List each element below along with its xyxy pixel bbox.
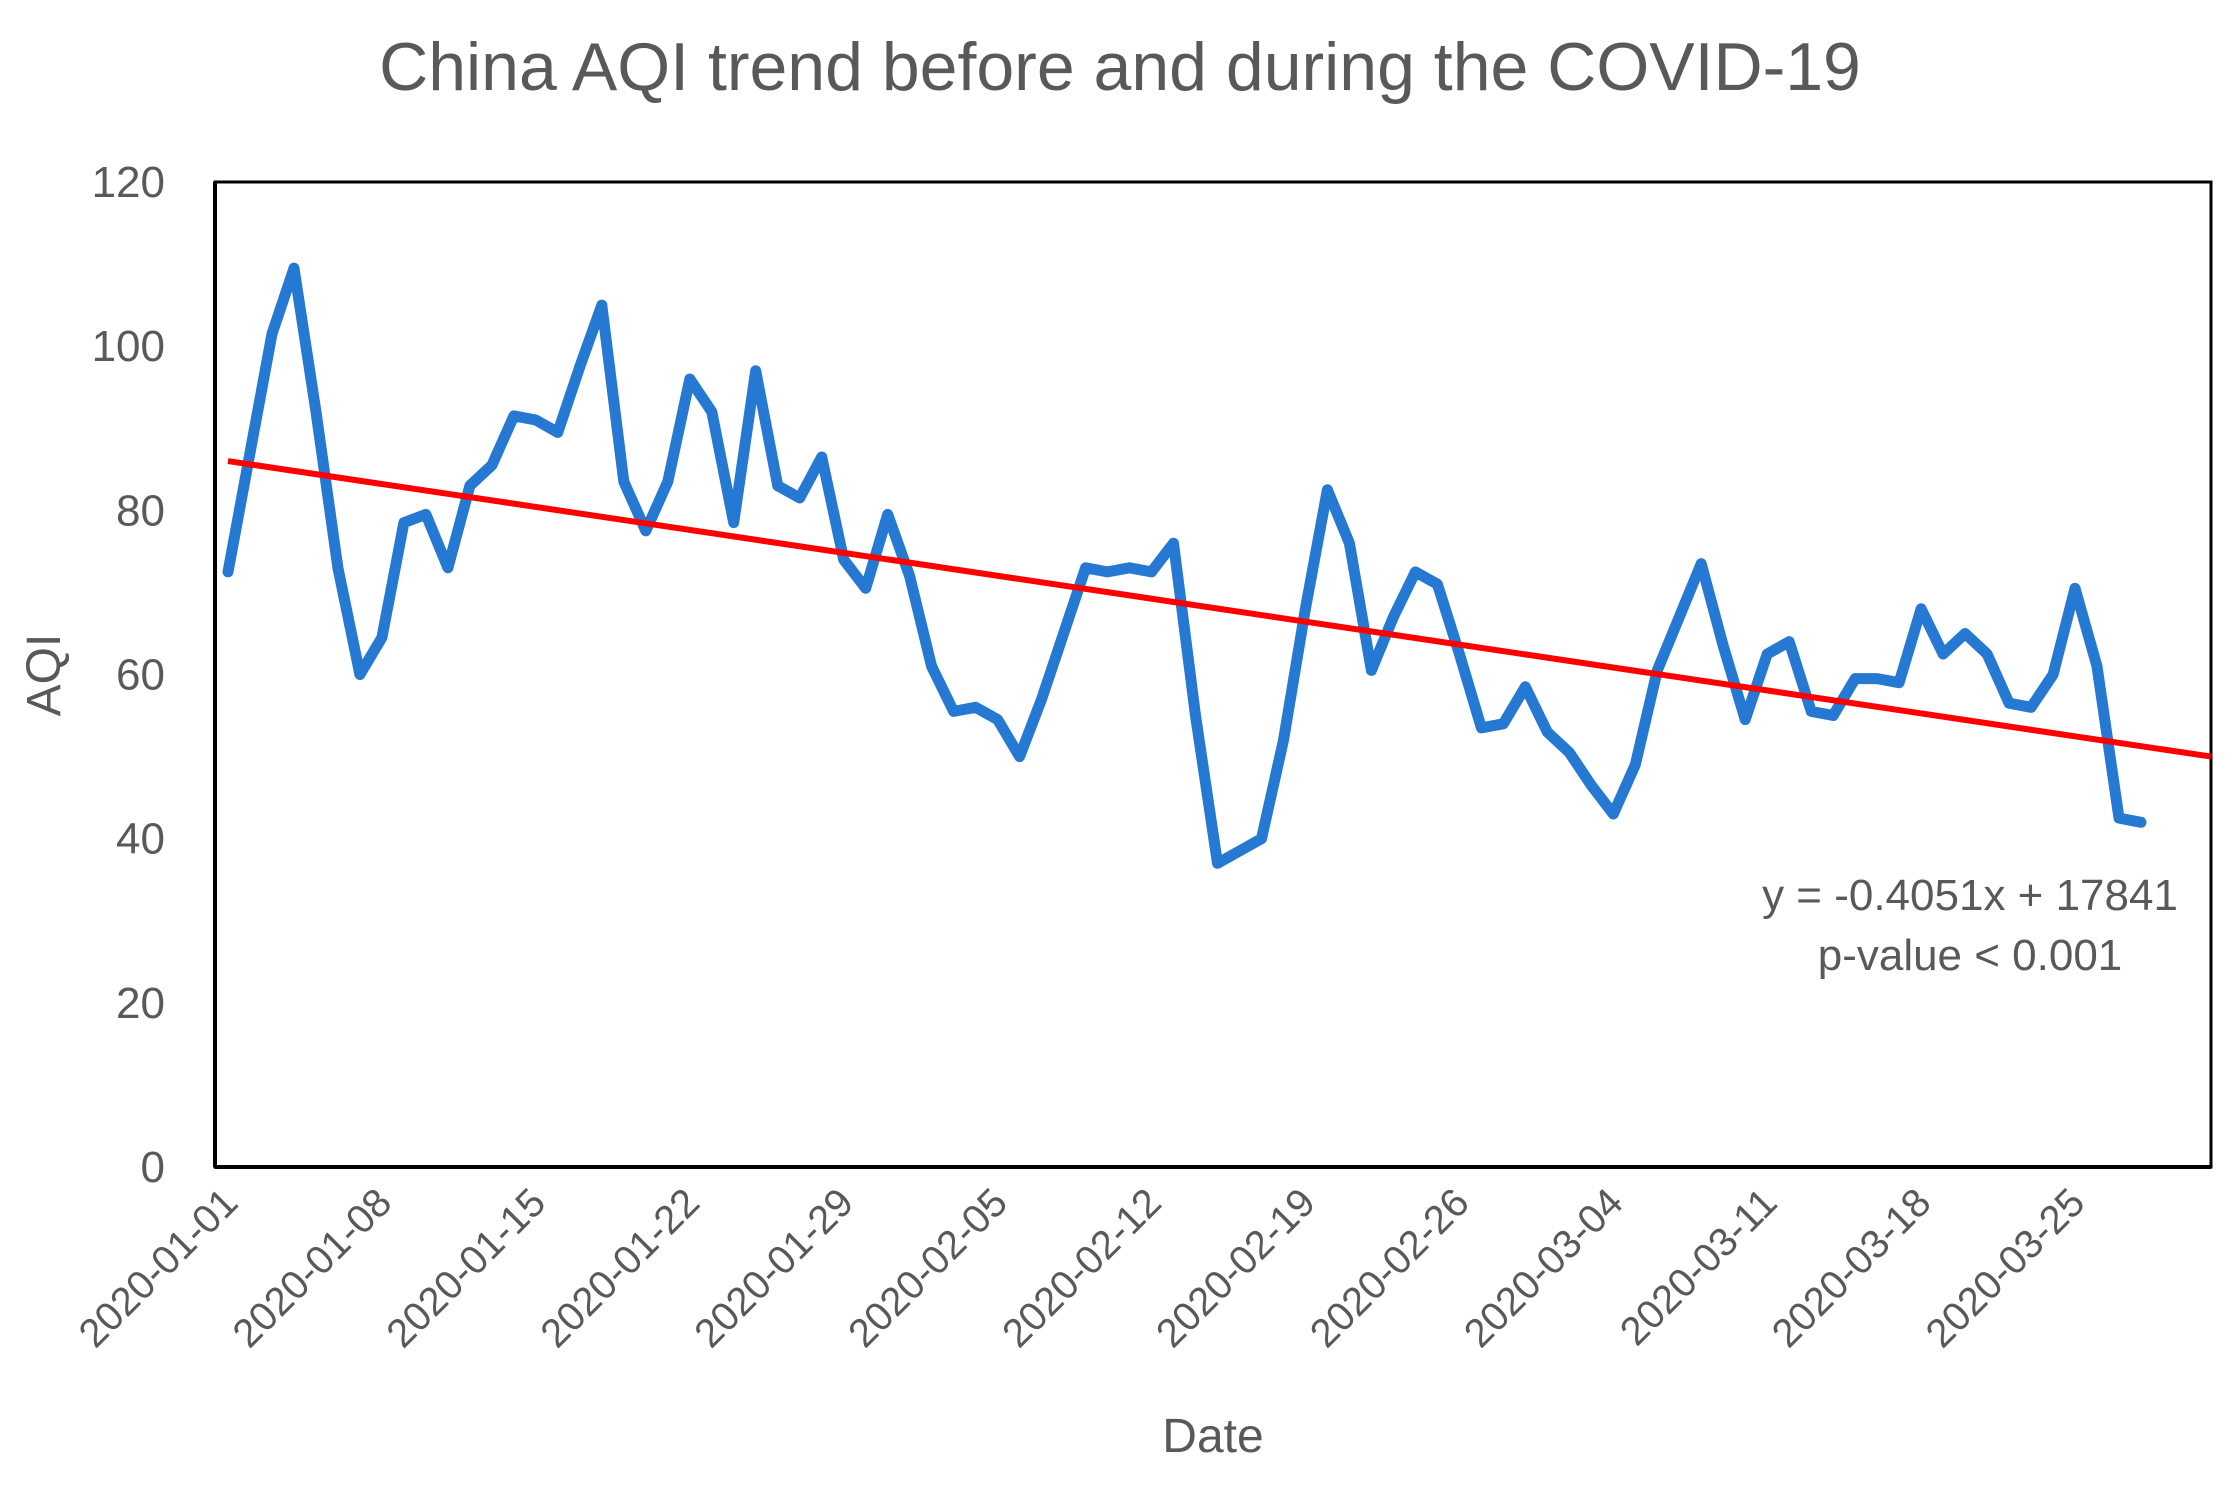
- x-tick-label: 2020-02-12: [994, 1180, 1170, 1356]
- linear-trend-line: [227, 458, 2212, 760]
- x-tick-label: 2020-03-04: [1456, 1180, 1632, 1356]
- trend-equation-annotation: y = -0.4051x + 17841: [1762, 871, 2178, 920]
- y-tick-label: 120: [92, 158, 165, 207]
- x-tick-label: 2020-01-08: [224, 1180, 400, 1356]
- p-value-annotation: p-value < 0.001: [1818, 931, 2123, 980]
- x-tick-label: 2020-01-22: [532, 1180, 708, 1356]
- y-tick-label: 60: [116, 651, 165, 700]
- y-tick-label: 40: [116, 815, 165, 864]
- series-group: [222, 262, 2212, 869]
- y-tick-label: 100: [92, 322, 165, 371]
- x-tick-label: 2020-03-25: [1918, 1180, 2094, 1356]
- y-tick-label: 20: [116, 979, 165, 1028]
- y-tick-label: 0: [141, 1143, 165, 1192]
- y-axis-label: AQI: [18, 634, 71, 717]
- y-axis-ticks: 0 20 40 60 80 100 120: [92, 158, 165, 1192]
- y-tick-label: 80: [116, 486, 165, 535]
- x-axis-label: Date: [1162, 1410, 1263, 1463]
- plot-area-frame: [213, 180, 2213, 1169]
- x-tick-label: 2020-01-29: [686, 1180, 862, 1356]
- x-axis-ticks: 2020-01-012020-01-082020-01-152020-01-22…: [71, 1180, 2094, 1356]
- x-tick-label: 2020-02-19: [1148, 1180, 1324, 1356]
- chart-title: China AQI trend before and during the CO…: [379, 29, 1861, 105]
- x-tick-label: 2020-02-26: [1302, 1180, 1478, 1356]
- aqi-series-line: [222, 262, 2147, 869]
- x-tick-label: 2020-02-05: [840, 1180, 1016, 1356]
- x-tick-label: 2020-03-18: [1764, 1180, 1940, 1356]
- x-tick-label: 2020-01-15: [378, 1180, 554, 1356]
- x-tick-label: 2020-01-01: [71, 1180, 247, 1356]
- x-tick-label: 2020-03-11: [1612, 1180, 1786, 1354]
